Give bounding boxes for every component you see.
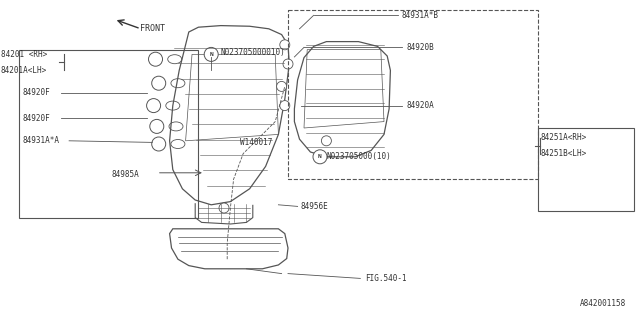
Circle shape [152,76,166,90]
Text: FRONT: FRONT [140,24,164,33]
Circle shape [148,52,163,66]
Text: 84920F: 84920F [22,114,50,123]
Text: 84251A<RH>: 84251A<RH> [541,133,587,142]
Text: FIG.540-1: FIG.540-1 [365,274,406,283]
Text: 84201A<LH>: 84201A<LH> [1,66,47,75]
Circle shape [283,59,293,69]
Text: 84251B<LH>: 84251B<LH> [541,149,587,158]
Circle shape [152,137,166,151]
Circle shape [219,203,229,213]
Circle shape [280,100,290,111]
Text: N: N [209,52,213,57]
Text: W140017: W140017 [240,138,273,147]
Circle shape [150,119,164,133]
Bar [288,10,538,179]
Text: 84931A*B: 84931A*B [402,11,439,20]
Circle shape [204,47,218,61]
Bar [19,50,198,218]
Circle shape [313,150,327,164]
Text: N023705000010): N023705000010) [221,48,285,57]
Text: A842001158: A842001158 [580,300,626,308]
Text: 84956E: 84956E [301,202,328,211]
Bar [538,128,634,211]
Text: 84920F: 84920F [22,88,50,97]
Text: 84985A: 84985A [112,170,140,179]
Circle shape [280,40,290,50]
Text: N: N [318,154,322,159]
Text: 84201 <RH>: 84201 <RH> [1,50,47,59]
Circle shape [147,99,161,113]
Text: 84920B: 84920B [406,43,434,52]
Text: N023705000(10): N023705000(10) [326,152,391,161]
Text: 84920A: 84920A [406,101,434,110]
Circle shape [321,136,332,146]
Circle shape [276,81,287,92]
Text: 84931A*A: 84931A*A [22,136,60,145]
